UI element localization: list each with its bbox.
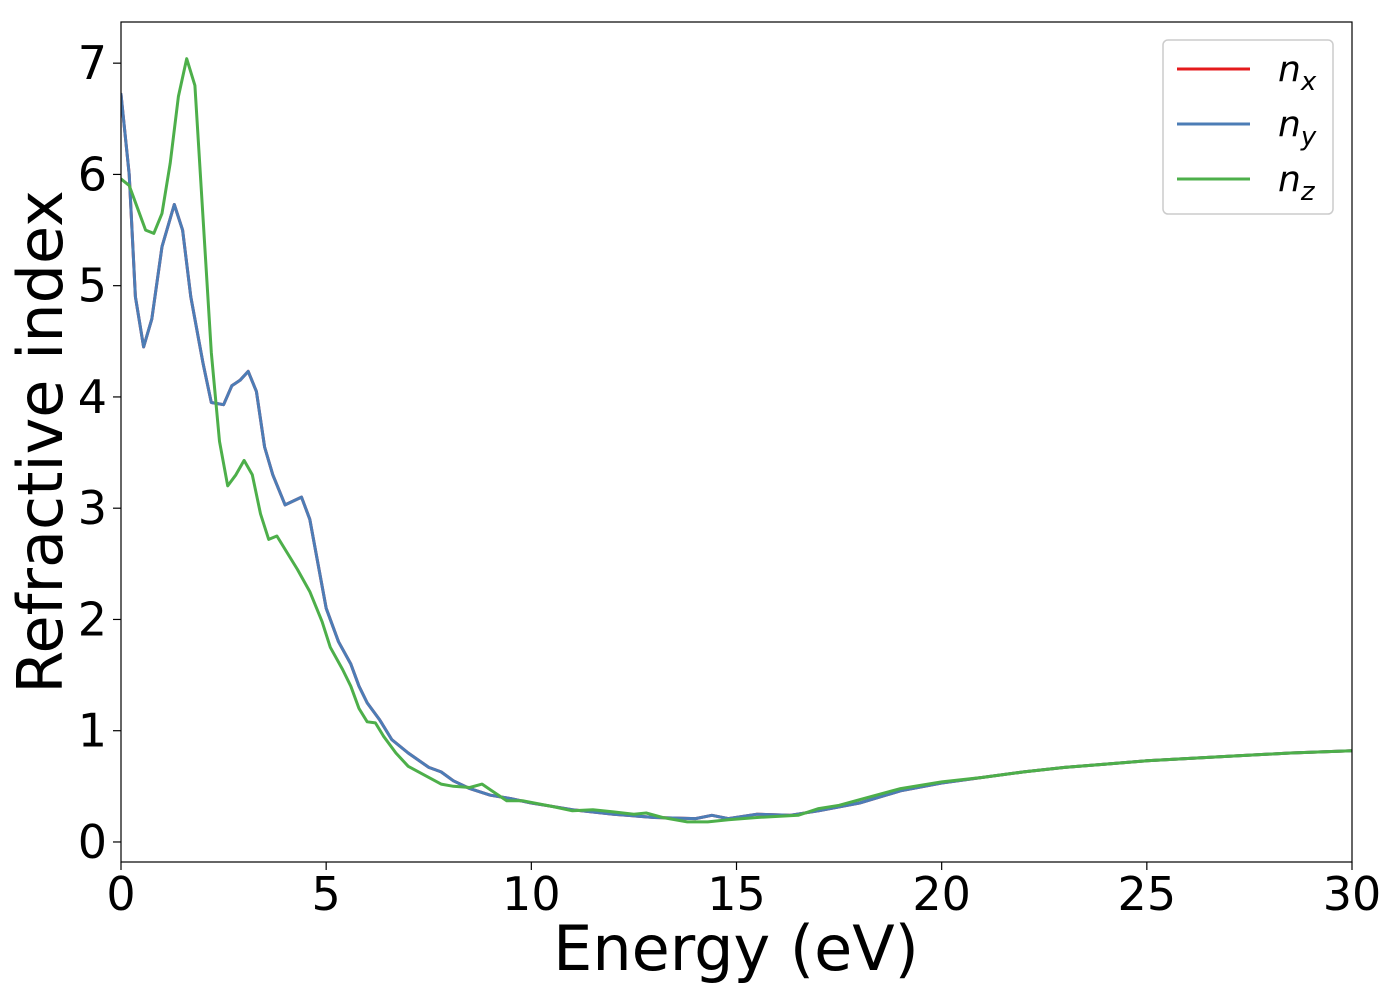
series-line-ny bbox=[121, 92, 1352, 821]
y-tick-label: 1 bbox=[78, 704, 107, 758]
y-tick-label: 6 bbox=[78, 147, 107, 201]
x-tick-label: 5 bbox=[312, 867, 341, 921]
legend-label: nz bbox=[1278, 159, 1316, 207]
legend-item-nz: nz bbox=[1177, 159, 1316, 207]
x-axis: 0 5 10 15 20 25 30 bbox=[106, 862, 1381, 921]
y-tick-label: 0 bbox=[78, 815, 107, 869]
x-tick-label: 15 bbox=[707, 867, 766, 921]
series-lines bbox=[121, 57, 1352, 824]
legend-item-nx: nx bbox=[1177, 49, 1317, 97]
x-tick-label: 20 bbox=[912, 867, 971, 921]
y-tick-label: 5 bbox=[78, 259, 107, 313]
y-axis-title: Refractive index bbox=[4, 190, 77, 694]
legend-label: nx bbox=[1278, 49, 1317, 97]
y-axis: 0 1 2 3 4 5 6 7 bbox=[78, 36, 121, 869]
y-tick-label: 3 bbox=[78, 481, 107, 535]
x-tick-label: 25 bbox=[1118, 867, 1177, 921]
x-tick-label: 30 bbox=[1323, 867, 1382, 921]
x-tick-label: 0 bbox=[106, 867, 135, 921]
series-line-nz bbox=[121, 57, 1352, 824]
legend: nx ny nz bbox=[1162, 39, 1334, 215]
plot-area bbox=[120, 21, 1353, 863]
x-axis-title: Energy (eV) bbox=[553, 912, 919, 985]
y-tick-label: 7 bbox=[78, 36, 107, 90]
legend-box bbox=[1162, 39, 1334, 215]
y-tick-label: 4 bbox=[78, 370, 107, 424]
y-tick-label: 2 bbox=[78, 592, 107, 646]
legend-item-ny: ny bbox=[1177, 104, 1317, 152]
x-tick-label: 10 bbox=[502, 867, 561, 921]
legend-label: ny bbox=[1278, 104, 1317, 152]
